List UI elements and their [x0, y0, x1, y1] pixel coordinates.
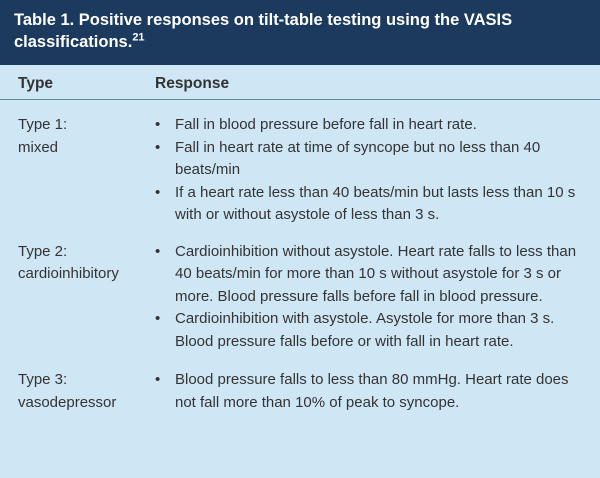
type-cell: Type 3: vasodepressor	[18, 369, 155, 414]
type-label: cardioinhibitory	[18, 265, 119, 282]
table-row: Type 1: mixed Fall in blood pressure befor…	[0, 114, 600, 227]
response-item: If a heart rate less than 40 beats/min b…	[155, 182, 585, 227]
type-label: Type 2:	[18, 242, 68, 260]
type-label: mixed	[18, 138, 59, 156]
response-item: Fall in heart rate at time of syncope bu…	[155, 137, 585, 182]
response-item: Blood pressure falls to less than 80 mmH…	[155, 369, 585, 414]
type-cell: Type 2: cardioinhibitory	[18, 241, 155, 354]
response-item: Fall in blood pressure before fall in he…	[155, 114, 585, 137]
type-cell: Type 1: mixed	[18, 114, 155, 227]
type-label: Type 1:	[18, 116, 68, 133]
type-label: Type 3:	[18, 371, 68, 388]
column-title: Type	[18, 75, 54, 92]
reference: 21	[132, 31, 145, 44]
response-list: Cardioinhibition without asystole. Heart…	[155, 241, 585, 354]
column-header: Type Response	[0, 65, 600, 100]
table-row: Type 2: cardioinhibitory Cardioinhibition …	[0, 241, 600, 354]
response-list: Blood pressure falls to less than 80 mmH…	[155, 369, 585, 414]
response-item: Cardioinhibition without asystole. Heart…	[155, 241, 585, 309]
table-title: Table 1. Positive responses on tilt-tabl…	[14, 11, 513, 51]
response-item: Cardioinhibition with asystole. Asystole…	[155, 308, 585, 353]
table-body: Type 1: mixed Fall in blood pressure befor…	[0, 114, 600, 414]
type-label: vasodepressor	[18, 393, 117, 411]
table-title-bar: Table 1. Positive responses on tilt-tabl…	[0, 0, 600, 65]
column-title: Response	[155, 75, 230, 92]
response-list: Fall in blood pressure before fall in he…	[155, 114, 585, 227]
table-row: Type 3: vasodepressor Blood pressure falls…	[0, 369, 600, 414]
